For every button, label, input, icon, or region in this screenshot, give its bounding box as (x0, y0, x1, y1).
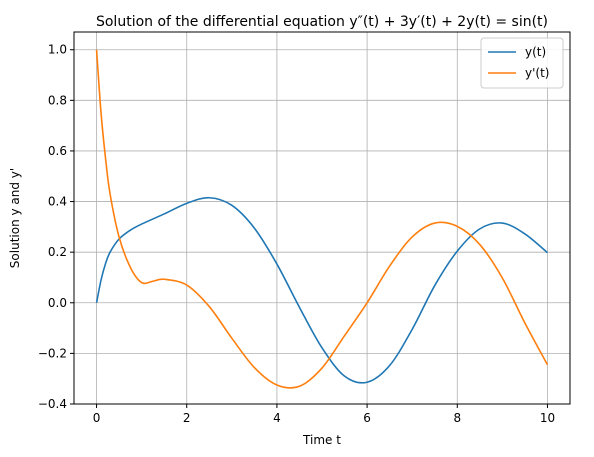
x-tick-label: 10 (540, 411, 555, 425)
y-tick-label: 0.8 (48, 93, 67, 107)
y-tick-label: −0.2 (38, 346, 67, 360)
legend: y(t) y'(t) (480, 37, 564, 89)
y-tick-label: 0.4 (48, 195, 67, 209)
plot-frame (73, 31, 571, 405)
y-tick-label: 0.2 (48, 245, 67, 259)
y-tick-label: 1.0 (48, 43, 67, 57)
x-axis-label: Time t (302, 433, 341, 447)
legend-box (480, 37, 564, 89)
x-tick-label: 8 (453, 411, 461, 425)
x-tick-label: 0 (93, 411, 101, 425)
legend-label-2: y'(t) (525, 66, 549, 80)
y-tick-label: 0.0 (48, 296, 67, 310)
y-tick-label: 0.6 (48, 144, 67, 158)
x-tick-label: 2 (183, 411, 191, 425)
axis-ticks: 0 2 4 6 8 10 −0.4 −0.2 0.0 0.2 0.4 0.6 0.8 1.0 (38, 43, 555, 425)
chart-title: Solution of the differential equation y″… (96, 14, 548, 30)
y-tick-label: −0.4 (38, 397, 67, 411)
x-tick-label: 6 (363, 411, 371, 425)
y-axis-label: Solution y and y' (8, 168, 22, 268)
series-line-2 (95, 49, 549, 389)
legend-label-1: y(t) (525, 45, 546, 59)
x-tick-label: 4 (273, 411, 281, 425)
grid (74, 32, 570, 405)
series-lines (95, 49, 549, 389)
